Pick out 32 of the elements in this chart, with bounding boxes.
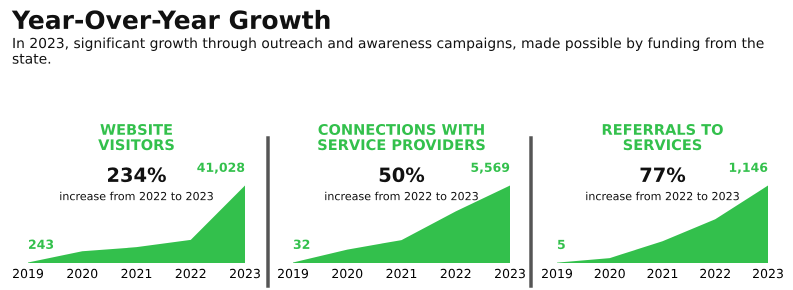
x-tick-label: 2021: [122, 268, 152, 278]
x-tick-label: 2023: [230, 268, 260, 278]
text: 77%: [640, 167, 686, 182]
x-tick-label: 2019: [278, 268, 308, 278]
x-tick-label: 2021: [386, 268, 416, 278]
chart-title: WEBSITE VISITORS: [98, 124, 174, 150]
x-tick-label: 2022: [440, 268, 470, 278]
data-label: 243: [28, 240, 54, 250]
data-label: 41,028: [197, 162, 244, 174]
data-label: 32: [294, 240, 310, 250]
x-tick-label: 2021: [648, 268, 678, 278]
annotation: increase from 2022 to 2023: [60, 192, 213, 200]
annotation: increase from 2022 to 2023: [325, 192, 478, 200]
text: Year-Over-Year Growth: [12, 10, 330, 30]
annotation: increase from 2022 to 2023: [586, 192, 739, 200]
x-tick-label: 2020: [332, 268, 362, 278]
x-tick-label: 2023: [753, 268, 783, 278]
data-label: 1,146: [730, 162, 768, 174]
x-tick-label: 2019: [542, 268, 572, 278]
data-label: 5: [558, 240, 565, 250]
x-tick-label: 2020: [594, 268, 625, 278]
chart-title: REFERRALS TO SERVICES: [602, 124, 723, 150]
x-tick-label: 2020: [67, 268, 98, 278]
data-label: 5,569: [471, 162, 510, 174]
chart-title: CONNECTIONS WITH SERVICE PROVIDERS: [318, 124, 485, 150]
text: 50%: [380, 167, 424, 182]
x-tick-label: 2019: [13, 268, 44, 278]
text: In 2023, significant growth through outreach and awareness campaigns, made possible by funding from the state.: [12, 38, 764, 64]
text: 234%: [108, 167, 166, 182]
x-tick-label: 2023: [495, 268, 525, 278]
x-tick-label: 2022: [700, 268, 730, 278]
x-tick-label: 2022: [176, 268, 206, 278]
